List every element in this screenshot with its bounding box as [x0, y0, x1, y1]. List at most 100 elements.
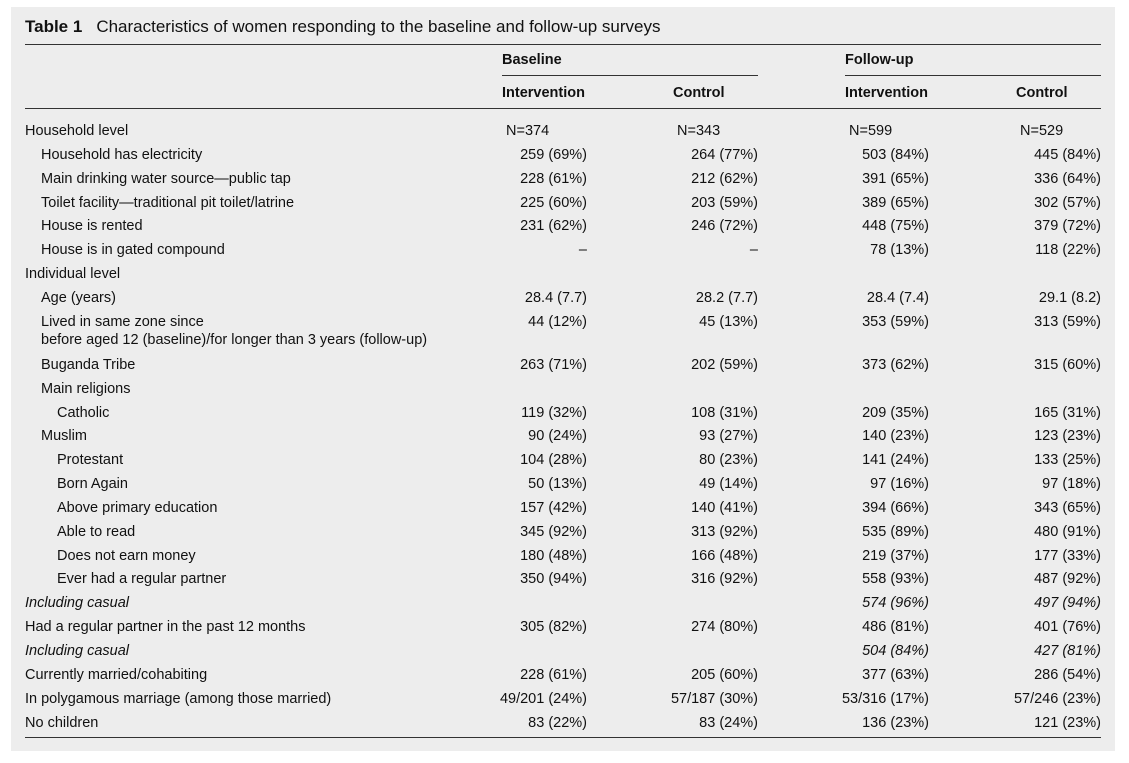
table-cell: 480 (91%) [1034, 523, 1101, 540]
table-cell: 373 (62%) [862, 356, 929, 373]
row-label: Ever had a regular partner [57, 571, 227, 588]
table-cell: 104 (28%) [520, 452, 587, 469]
baseline-underline [502, 75, 758, 76]
table-cell: 448 (75%) [862, 218, 929, 235]
table-cell: 177 (33%) [1034, 547, 1101, 564]
table-cell: 45 (13%) [699, 313, 758, 330]
table-cell: 503 (84%) [862, 146, 929, 163]
row-label: Lived in same zone since [41, 313, 204, 330]
table-cell: 83 (24%) [699, 714, 758, 731]
table-cell: 29.1 (8.2) [1038, 289, 1101, 306]
table-cell: – [578, 242, 587, 259]
table-cell: 121 (23%) [1034, 714, 1101, 731]
row-label: Toilet facility—traditional pit toilet/l… [41, 194, 295, 211]
table-cell: 93 (27%) [699, 428, 758, 445]
table-cell: 343 (65%) [1034, 499, 1101, 516]
table-row: Does not earn money 180 (48%) 166 (48%) 219… [11, 548, 1115, 570]
table-cell: 231 (62%) [520, 218, 587, 235]
table-cell: 345 (92%) [520, 523, 587, 540]
table-cell: 28.4 (7.4) [866, 289, 929, 306]
table-cell: 83 (22%) [528, 714, 587, 731]
table-cell: 427 (81%) [1034, 643, 1101, 659]
table-panel: Table 1 Characteristics of women respondi… [11, 7, 1115, 751]
table-row: In polygamous marriage (among those marr… [11, 691, 1115, 713]
row-label: No children [25, 714, 99, 731]
table-cell: 133 (25%) [1034, 452, 1101, 469]
table-cell: 165 (31%) [1034, 404, 1101, 421]
row-label: Age (years) [41, 289, 116, 306]
table-cell: 487 (92%) [1034, 571, 1101, 588]
table-cell: 535 (89%) [862, 523, 929, 540]
header-rule [25, 108, 1101, 109]
table-row: House is rented 231 (62%) 246 (72%) 448 (75… [11, 218, 1115, 240]
table-caption: Characteristics of women responding to t… [96, 17, 661, 36]
table-row: Born Again 50 (13%) 49 (14%) 97 (16%) 97 (18… [11, 476, 1115, 498]
table-row: Ever had a regular partner 350 (94%) 316 (… [11, 571, 1115, 593]
table-cell: 49 (14%) [699, 476, 758, 493]
table-cell: 44 (12%) [528, 313, 587, 330]
top-rule [25, 44, 1101, 45]
table-cell: N=343 [677, 123, 721, 139]
table-row: Currently married/cohabiting 228 (61%) 205… [11, 667, 1115, 689]
table-row: Protestant 104 (28%) 80 (23%) 141 (24%) 133 … [11, 452, 1115, 474]
group-header-baseline: Baseline [502, 52, 562, 68]
row-label: Does not earn money [57, 547, 196, 564]
table-cell: 246 (72%) [691, 218, 758, 235]
table-row: Main drinking water source—public tap 228… [11, 171, 1115, 193]
table-cell: 305 (82%) [520, 619, 587, 636]
table-cell: 286 (54%) [1034, 666, 1101, 683]
col-header-baseline-control: Control [673, 85, 725, 101]
table-cell: 389 (65%) [862, 194, 929, 211]
row-label: House is rented [41, 218, 143, 235]
row-label: Including casual [25, 643, 129, 659]
table-cell: 486 (81%) [862, 619, 929, 636]
table-cell: 558 (93%) [862, 571, 929, 588]
table-number: Table 1 [25, 17, 83, 36]
table-cell: 50 (13%) [528, 476, 587, 493]
row-label: Individual level [25, 266, 121, 283]
table-cell: 78 (13%) [870, 242, 929, 259]
row-label: Household has electricity [41, 146, 203, 163]
row-label: Main drinking water source—public tap [41, 170, 291, 187]
table-cell: 302 (57%) [1034, 194, 1101, 211]
col-header-followup-intervention: Intervention [845, 85, 928, 101]
table-row: Had a regular partner in the past 12 mon… [11, 619, 1115, 641]
table-row: Household has electricity 259 (69%) 264 (7… [11, 147, 1115, 169]
table-cell: 157 (42%) [520, 499, 587, 516]
row-label: Above primary education [57, 499, 218, 516]
table-cell: 315 (60%) [1034, 356, 1101, 373]
row-label: Protestant [57, 452, 124, 469]
table-cell: – [749, 242, 758, 259]
table-cell: 219 (37%) [862, 547, 929, 564]
table-cell: 394 (66%) [862, 499, 929, 516]
table-cell: 209 (35%) [862, 404, 929, 421]
table-cell: 202 (59%) [691, 356, 758, 373]
table-cell: 136 (23%) [862, 714, 929, 731]
row-label: House is in gated compound [41, 242, 225, 259]
table-cell: 53/316 (17%) [841, 690, 929, 707]
table-cell: 316 (92%) [691, 571, 758, 588]
followup-underline [845, 75, 1101, 76]
table-row: Above primary education 157 (42%) 140 (41%… [11, 500, 1115, 522]
table-cell: 97 (18%) [1042, 476, 1101, 493]
table-cell: 97 (16%) [870, 476, 929, 493]
row-label: Buganda Tribe [41, 356, 136, 373]
table-cell: 205 (60%) [691, 666, 758, 683]
table-cell: 80 (23%) [699, 452, 758, 469]
row-label-continued: before aged 12 (baseline)/for longer tha… [41, 331, 428, 348]
col-header-followup-control: Control [1016, 85, 1068, 101]
row-label: Currently married/cohabiting [25, 666, 208, 683]
table-cell: 336 (64%) [1034, 170, 1101, 187]
row-label: Catholic [57, 404, 110, 421]
bottom-rule [25, 737, 1101, 738]
table-cell: 313 (92%) [691, 523, 758, 540]
row-label: Including casual [25, 595, 129, 612]
row-label: Muslim [41, 428, 87, 445]
row-label: Born Again [57, 476, 128, 493]
table-cell: 57/246 (23%) [1013, 690, 1101, 707]
table-cell: 28.4 (7.7) [524, 289, 587, 306]
table-cell: 203 (59%) [691, 194, 758, 211]
table-row: Catholic 119 (32%) 108 (31%) 209 (35%) 165 (… [11, 405, 1115, 427]
table-cell: 445 (84%) [1034, 146, 1101, 163]
table-cell: 379 (72%) [1034, 218, 1101, 235]
